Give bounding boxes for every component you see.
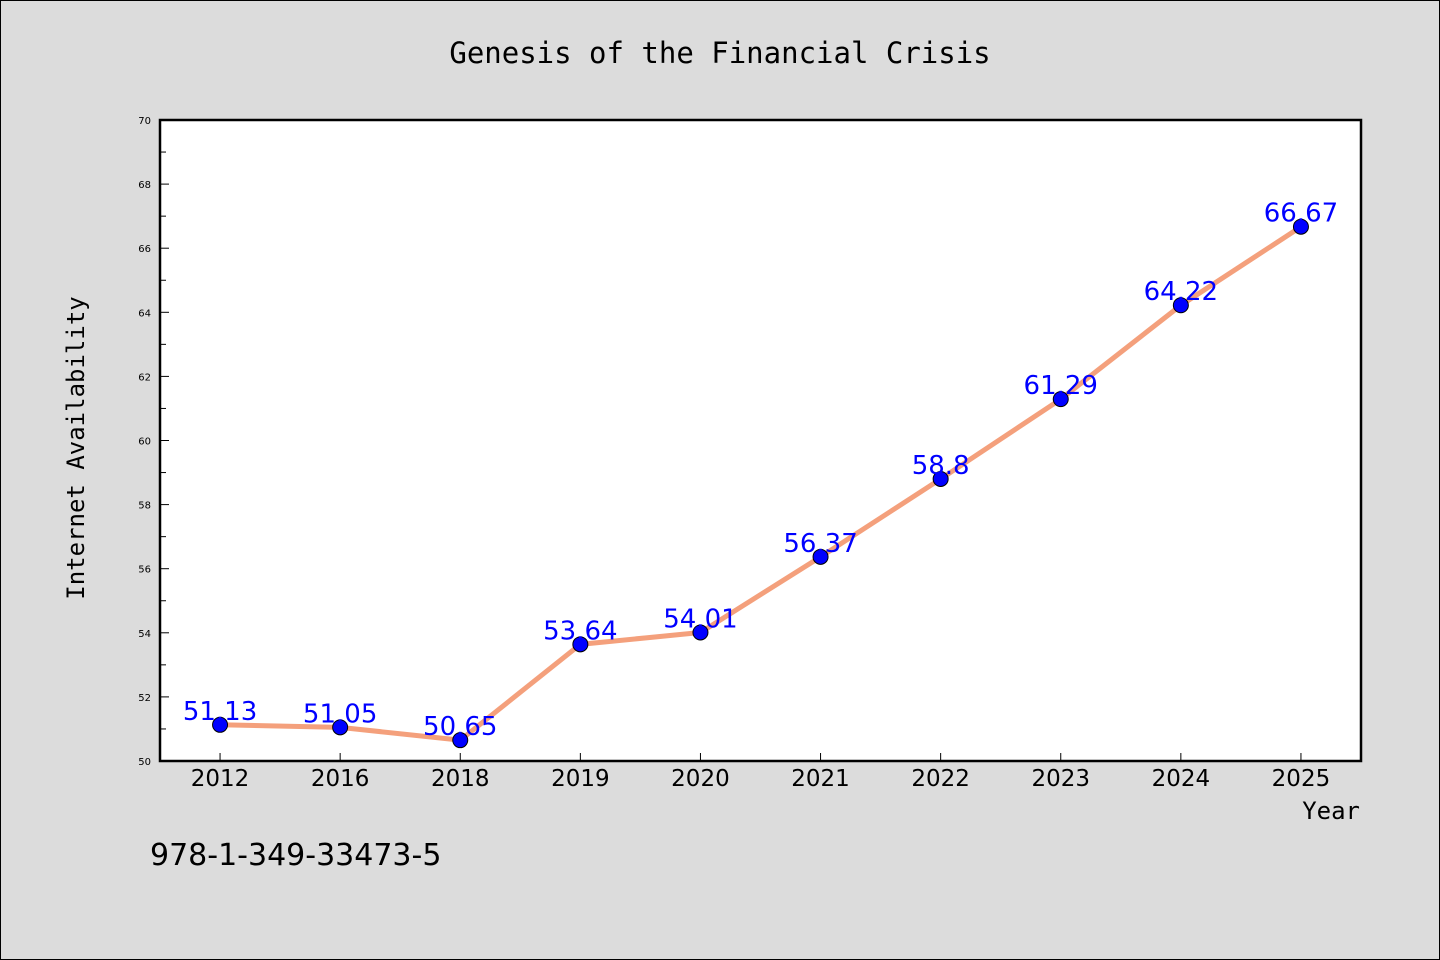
chart-title: Genesis of the Financial Crisis [449, 36, 990, 70]
y-axis-ticks: 50 52 54 56 58 60 62 64 66 68 70 [138, 116, 169, 768]
y-axis-label: Internet Availability [62, 296, 90, 599]
x-tick-label: 2025 [1272, 766, 1331, 792]
data-label: 53.64 [543, 616, 617, 646]
x-tick-label: 2021 [791, 766, 850, 792]
isbn-text: 978-1-349-33473-5 [150, 838, 441, 873]
data-label: 51.13 [183, 697, 257, 727]
data-point [1172, 297, 1189, 314]
x-tick-label: 2020 [671, 766, 730, 792]
x-tick-label: 2016 [311, 766, 370, 792]
x-tick-label: 2022 [911, 766, 970, 792]
data-point [332, 719, 349, 736]
y-tick-label: 66 [138, 244, 151, 255]
y-tick-label: 50 [138, 757, 151, 768]
y-tick-label: 58 [138, 501, 151, 512]
data-point [692, 624, 709, 641]
x-axis-label: Year [1302, 797, 1360, 825]
plot-area [158, 118, 1363, 763]
y-tick-label: 60 [138, 437, 151, 448]
y-tick-label: 70 [138, 116, 151, 127]
data-point [932, 470, 949, 487]
data-label: 56.37 [783, 529, 857, 559]
series-markers [212, 218, 1309, 749]
data-labels: 51.13 51.05 50.65 53.64 54.01 56.37 58.8 61.29 6… [183, 199, 1338, 742]
y-tick-label: 62 [138, 372, 151, 383]
data-label: 50.65 [423, 712, 497, 742]
data-label: 61.29 [1024, 371, 1098, 401]
series-line [217, 224, 1304, 743]
x-tick-label: 2019 [551, 766, 610, 792]
data-label: 66.67 [1264, 199, 1338, 229]
data-point [572, 636, 589, 653]
data-point [812, 548, 829, 565]
x-axis-ticks: 2012 2016 2018 2019 2020 2021 2022 2023 2024 2025 [191, 753, 1330, 792]
x-tick-label: 2023 [1031, 766, 1090, 792]
y-tick-label: 52 [138, 693, 151, 704]
data-label: 64.22 [1144, 277, 1218, 307]
series-line-group [217, 224, 1304, 743]
data-point [1052, 391, 1069, 408]
y-tick-label: 64 [138, 308, 151, 319]
data-label: 51.05 [303, 699, 377, 729]
x-tick-label: 2024 [1152, 766, 1211, 792]
data-point [1292, 218, 1309, 235]
y-tick-label: 56 [138, 565, 151, 576]
data-label: 58.8 [912, 451, 970, 481]
x-tick-label: 2018 [431, 766, 490, 792]
data-label: 54.01 [663, 604, 737, 634]
data-point [212, 716, 229, 733]
y-tick-label: 54 [138, 629, 151, 640]
data-point [452, 732, 469, 749]
y-tick-label: 68 [138, 180, 151, 191]
x-tick-label: 2012 [191, 766, 250, 792]
